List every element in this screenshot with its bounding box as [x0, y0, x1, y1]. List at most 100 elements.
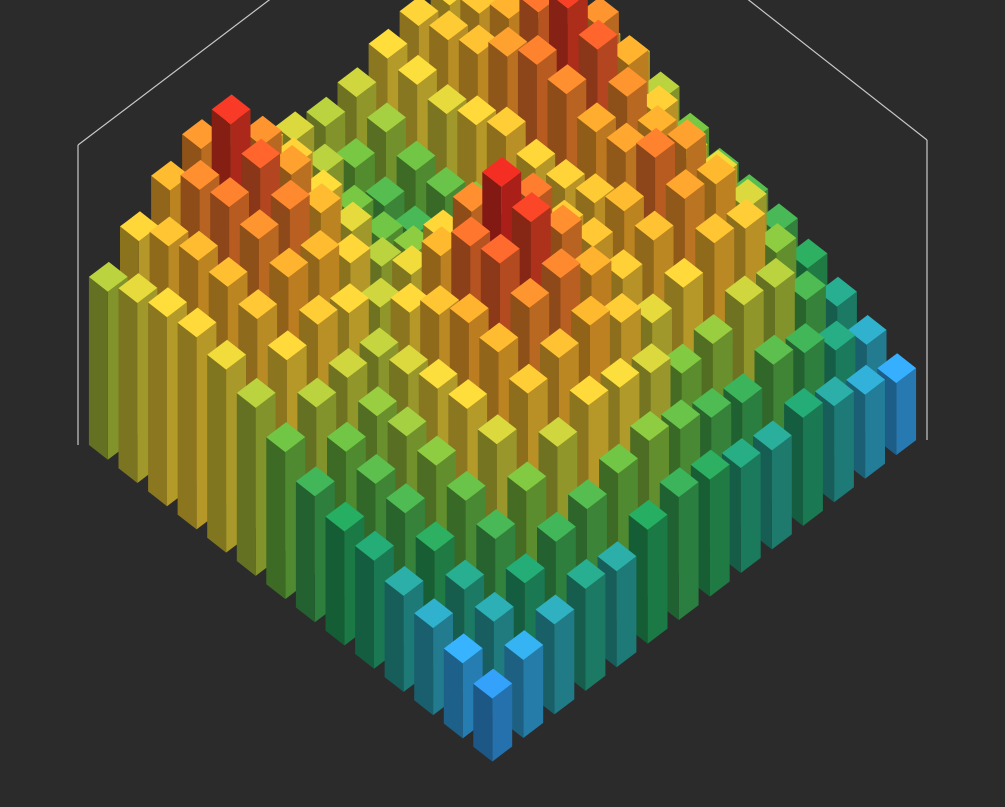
bar-top — [659, 467, 699, 498]
bar-side — [236, 393, 256, 576]
bar-top — [636, 127, 675, 158]
bar-top — [541, 248, 581, 279]
bar-top — [727, 178, 767, 209]
bar-top — [389, 344, 428, 375]
bar-top — [446, 470, 486, 501]
bar — [473, 668, 513, 762]
bar-top — [149, 216, 189, 247]
bar-side — [803, 402, 823, 526]
bar-top — [504, 630, 544, 660]
bar-top — [477, 414, 517, 445]
bar-top — [757, 223, 797, 254]
bar-top — [557, 0, 579, 9]
bar-side — [473, 683, 493, 762]
bar-top — [241, 138, 281, 169]
bar-top — [634, 210, 674, 241]
bar-top — [420, 285, 459, 315]
bar-side — [295, 481, 315, 623]
bar-top — [387, 406, 427, 437]
bar-top — [726, 198, 766, 229]
bar-top — [238, 289, 278, 320]
bar-top — [120, 211, 159, 242]
bar-top — [367, 102, 406, 133]
bar-top — [334, 184, 374, 215]
bar-top — [877, 353, 917, 384]
bar-top — [569, 375, 609, 406]
bar-top — [151, 160, 190, 191]
bar — [384, 566, 424, 692]
bar-top — [179, 230, 218, 261]
bar-top — [546, 159, 585, 189]
bar-top — [362, 236, 402, 267]
bar-top — [300, 230, 340, 260]
bar-top — [207, 339, 246, 370]
bar-top — [266, 422, 306, 453]
bar-top — [182, 119, 221, 150]
bar-top — [358, 386, 397, 417]
bar-top — [355, 530, 394, 561]
bar-top — [476, 509, 516, 539]
bar-top — [473, 668, 513, 699]
bar-top — [816, 320, 856, 351]
bar-top — [361, 277, 400, 308]
bar-top — [365, 176, 405, 207]
bar-top — [297, 377, 337, 408]
bar-side — [771, 435, 792, 550]
bar-side — [384, 581, 404, 692]
bar-top — [393, 225, 433, 256]
bar-top — [537, 511, 576, 542]
bar-top — [458, 24, 498, 55]
bar-top — [210, 177, 249, 208]
bar-top — [633, 293, 672, 324]
bar-top — [788, 238, 828, 269]
bar-top — [695, 213, 735, 244]
bar-top — [664, 257, 704, 288]
bar-top — [452, 181, 492, 212]
bar-side — [325, 516, 345, 646]
bar-top — [759, 203, 798, 234]
bar-top — [662, 343, 702, 374]
bar-side — [616, 556, 637, 668]
bar-top — [665, 169, 705, 199]
bar-top — [543, 204, 582, 235]
bar-top — [275, 111, 315, 142]
bar-top — [417, 435, 456, 466]
bar-side — [177, 322, 197, 530]
bar-top — [448, 379, 488, 409]
bar-top — [486, 106, 526, 137]
bar-side — [266, 437, 286, 600]
bar-top — [566, 558, 606, 589]
bar-top — [298, 294, 338, 325]
bar-top — [599, 443, 638, 474]
bar-side — [678, 482, 699, 621]
bar-top — [574, 217, 613, 247]
bar-side — [647, 514, 668, 644]
bar-top — [427, 84, 467, 115]
bar-side — [709, 464, 730, 597]
bar-top — [578, 19, 618, 50]
bar-top — [480, 233, 520, 264]
bar-side — [355, 545, 374, 669]
bar-top — [692, 387, 732, 418]
bar-top — [489, 0, 529, 19]
bar-top — [756, 257, 795, 288]
bar-top — [580, 0, 619, 27]
bar-side — [148, 302, 167, 507]
bar-side — [414, 613, 434, 716]
bar-top — [208, 256, 248, 287]
bar-top — [609, 35, 649, 65]
bar-top — [577, 102, 616, 133]
bar-top — [847, 315, 887, 345]
bar-top — [572, 245, 612, 276]
bar — [535, 594, 575, 715]
bar-top — [399, 0, 439, 27]
bar-top — [421, 226, 461, 257]
bar-top — [631, 343, 671, 374]
bar-top — [754, 334, 794, 365]
bar — [414, 598, 453, 716]
bar-top — [395, 205, 434, 236]
bar-top — [637, 105, 677, 135]
bar-top — [267, 330, 307, 361]
bar-top — [272, 145, 312, 175]
bar-top — [325, 501, 365, 532]
